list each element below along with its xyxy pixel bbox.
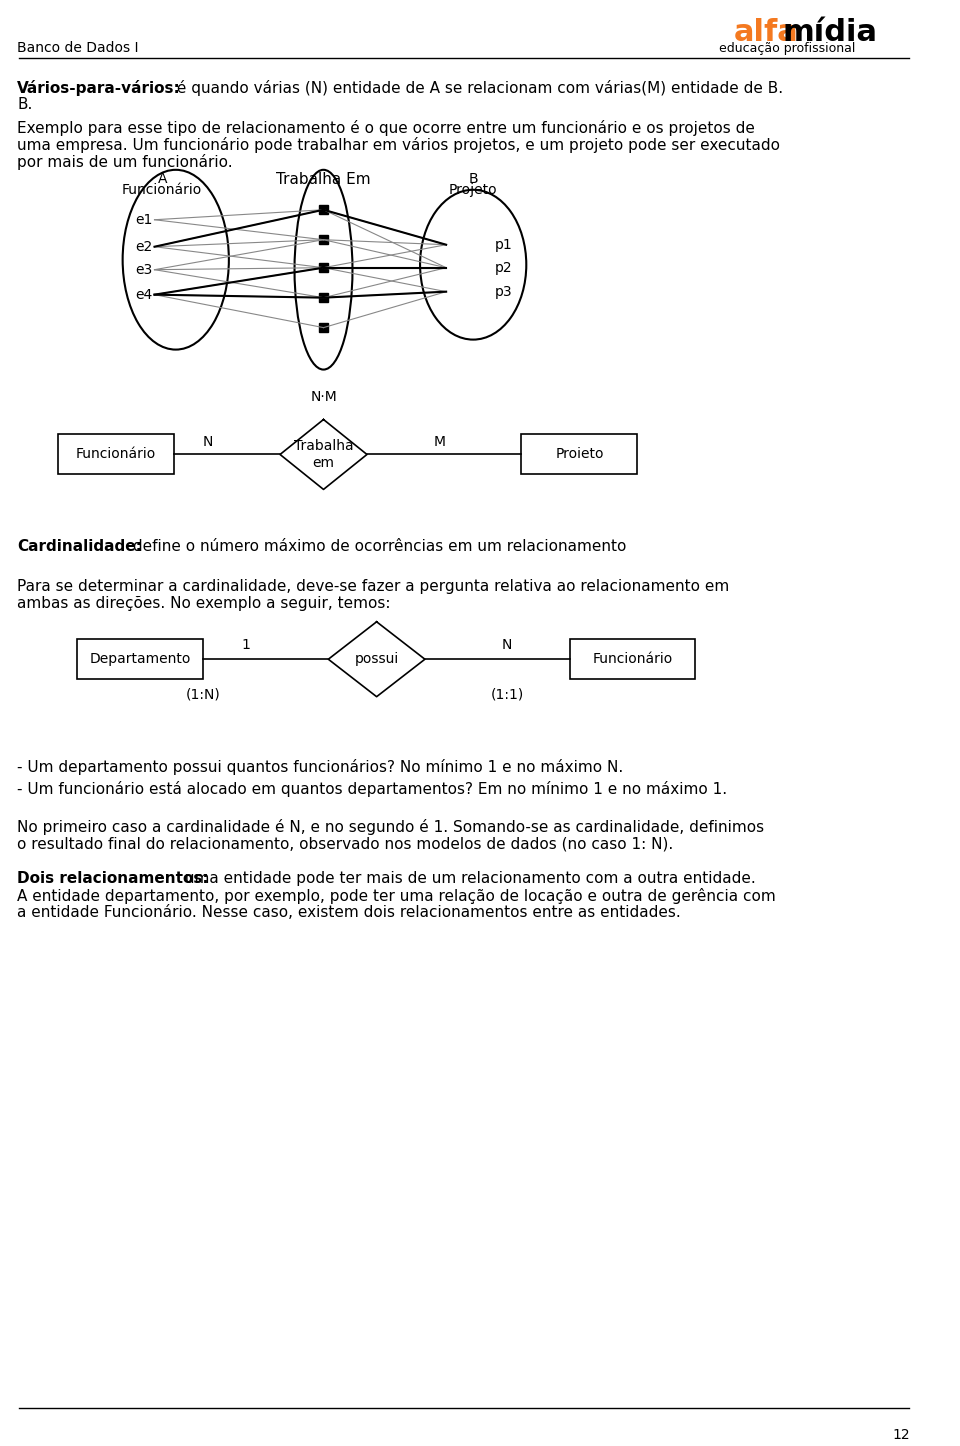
Text: Exemplo para esse tipo de relacionamento é o que ocorre entre um funcionário e o: Exemplo para esse tipo de relacionamento…	[17, 120, 756, 136]
Text: educação profissional: educação profissional	[719, 42, 855, 55]
FancyBboxPatch shape	[521, 434, 637, 474]
Text: ambas as direções. No exemplo a seguir, temos:: ambas as direções. No exemplo a seguir, …	[17, 596, 391, 612]
Text: (1:N): (1:N)	[185, 687, 220, 701]
Text: N·M: N·M	[310, 389, 337, 403]
Text: B.: B.	[17, 97, 33, 111]
Text: define o número máximo de ocorrências em um relacionamento: define o número máximo de ocorrências em…	[129, 539, 627, 554]
Text: 1: 1	[242, 638, 251, 652]
Text: (1:1): (1:1)	[491, 687, 523, 701]
Text: A: A	[157, 172, 167, 185]
Bar	[319, 205, 328, 214]
Text: mídia: mídia	[782, 17, 877, 46]
Text: - Um funcionário está alocado em quantos departamentos? Em no mínimo 1 e no máxi: - Um funcionário está alocado em quantos…	[17, 781, 728, 797]
Text: Funcionário: Funcionário	[76, 447, 156, 461]
Text: p1: p1	[494, 237, 513, 252]
Text: a entidade Funcionário. Nesse caso, existem dois relacionamentos entre as entida: a entidade Funcionário. Nesse caso, exis…	[17, 905, 682, 920]
Bar	[319, 236, 328, 244]
Bar	[319, 322, 328, 333]
Text: uma empresa. Um funcionário pode trabalhar em vários projetos, e um projeto pode: uma empresa. Um funcionário pode trabalh…	[17, 137, 780, 153]
Text: Projeto: Projeto	[449, 182, 497, 197]
Text: Proieto: Proieto	[555, 447, 604, 461]
Text: e3: e3	[135, 263, 153, 276]
Text: e2: e2	[135, 240, 153, 253]
Text: N: N	[502, 638, 513, 652]
Text: - Um departamento possui quantos funcionários? No mínimo 1 e no máximo N.: - Um departamento possui quantos funcion…	[17, 759, 624, 775]
Text: e1: e1	[135, 213, 153, 227]
Text: uma entidade pode ter mais de um relacionamento com a outra entidade.: uma entidade pode ter mais de um relacio…	[180, 870, 756, 886]
Bar	[319, 263, 328, 272]
Text: Funcionário: Funcionário	[592, 652, 673, 667]
Text: Cardinalidade:: Cardinalidade:	[17, 539, 142, 554]
Text: B: B	[468, 172, 478, 185]
FancyBboxPatch shape	[77, 639, 203, 680]
Text: p3: p3	[494, 285, 512, 299]
Text: M: M	[433, 435, 445, 450]
Text: A entidade departamento, por exemplo, pode ter uma relação de locação e outra de: A entidade departamento, por exemplo, po…	[17, 888, 776, 904]
Text: No primeiro caso a cardinalidade é N, e no segundo é 1. Somando-se as cardinalid: No primeiro caso a cardinalidade é N, e …	[17, 818, 764, 834]
FancyBboxPatch shape	[58, 434, 174, 474]
Text: Trabalha Em: Trabalha Em	[276, 172, 371, 187]
Text: Vários-para-vários:: Vários-para-vários:	[17, 80, 181, 95]
Text: por mais de um funcionário.: por mais de um funcionário.	[17, 153, 233, 169]
Text: Funcionário: Funcionário	[122, 182, 203, 197]
Text: possui: possui	[354, 652, 398, 667]
Text: alfa: alfa	[733, 17, 799, 46]
Text: o resultado final do relacionamento, observado nos modelos de dados (no caso 1: : o resultado final do relacionamento, obs…	[17, 836, 674, 852]
Bar	[319, 294, 328, 302]
Text: 12: 12	[892, 1429, 910, 1442]
Text: Banco de Dados I: Banco de Dados I	[17, 40, 139, 55]
Text: Para se determinar a cardinalidade, deve-se fazer a pergunta relativa ao relacio: Para se determinar a cardinalidade, deve…	[17, 580, 730, 594]
Text: e4: e4	[135, 288, 153, 302]
Text: Departamento: Departamento	[89, 652, 191, 667]
Text: N: N	[203, 435, 213, 450]
Text: Trabalha
em: Trabalha em	[294, 440, 353, 470]
Text: Dois relacionamentos:: Dois relacionamentos:	[17, 870, 209, 886]
FancyBboxPatch shape	[569, 639, 695, 680]
Text: p2: p2	[494, 260, 512, 275]
Text: é quando várias (N) entidade de A se relacionam com várias(M) entidade de B.: é quando várias (N) entidade de A se rel…	[172, 80, 783, 95]
